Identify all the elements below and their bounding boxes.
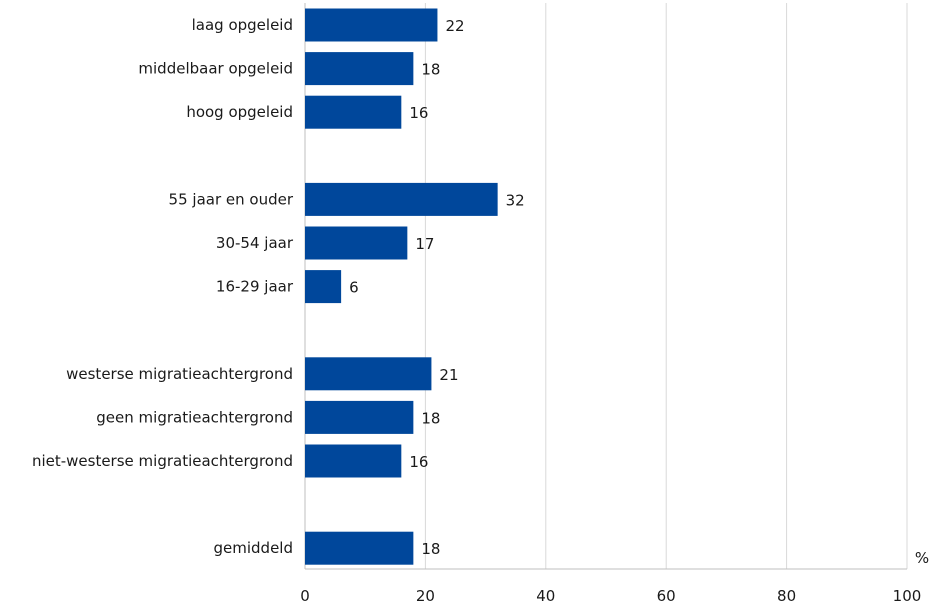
x-tick-60: 60 — [657, 587, 676, 605]
value-label-2: 16 — [409, 104, 428, 122]
category-label-5: 30-54 jaar — [216, 234, 294, 252]
bar-8 — [305, 357, 432, 391]
category-label-6: 16-29 jaar — [216, 278, 294, 296]
value-labels: 22 18 16 32 17 6 21 18 16 18 — [349, 17, 525, 558]
gridlines — [304, 3, 908, 570]
bars — [305, 8, 498, 565]
value-label-4: 32 — [506, 191, 525, 209]
category-label-2: hoog opgeleid — [186, 103, 293, 121]
category-label-10: niet-westerse migratieachtergrond — [32, 452, 293, 470]
category-label-12: gemiddeld — [214, 539, 294, 557]
bar-6 — [305, 270, 342, 304]
value-label-8: 21 — [439, 366, 458, 384]
value-label-12: 18 — [421, 540, 440, 558]
value-label-5: 17 — [415, 235, 434, 253]
bar-1 — [305, 52, 414, 86]
x-tick-0: 0 — [300, 587, 310, 605]
bar-9 — [305, 400, 414, 434]
x-tick-20: 20 — [416, 587, 435, 605]
value-label-0: 22 — [445, 17, 464, 35]
category-label-4: 55 jaar en ouder — [169, 190, 294, 208]
x-tick-100: 100 — [893, 587, 922, 605]
bar-2 — [305, 95, 402, 129]
category-label-8: westerse migratieachtergrond — [66, 365, 293, 383]
category-labels: laag opgeleid middelbaar opgeleid hoog opg… — [32, 16, 294, 557]
bar-12 — [305, 531, 414, 565]
bar-4 — [305, 182, 498, 216]
x-tick-labels: 0 20 40 60 80 100 — [300, 587, 921, 605]
value-label-9: 18 — [421, 409, 440, 427]
bar-5 — [305, 226, 408, 260]
category-label-0: laag opgeleid — [192, 16, 293, 34]
category-label-1: middelbaar opgeleid — [138, 60, 293, 78]
value-label-1: 18 — [421, 61, 440, 79]
unit-label: % — [915, 549, 929, 567]
bar-10 — [305, 444, 402, 478]
value-label-10: 16 — [409, 453, 428, 471]
x-tick-40: 40 — [536, 587, 555, 605]
category-label-9: geen migratieachtergrond — [96, 408, 293, 426]
x-tick-80: 80 — [777, 587, 796, 605]
value-label-6: 6 — [349, 279, 359, 297]
bar-0 — [305, 8, 438, 42]
